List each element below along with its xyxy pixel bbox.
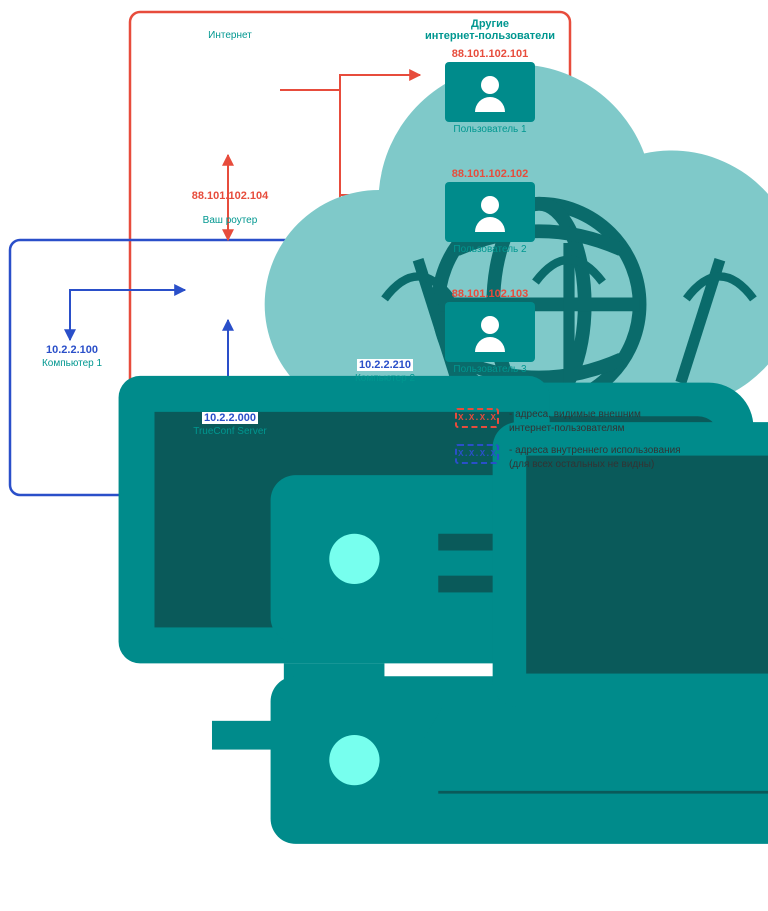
- pc1-node: 10.2.2.100 Компьютер 1: [22, 340, 122, 369]
- pc1-label: Компьютер 1: [22, 358, 122, 369]
- legend-blue-swatch: X.X.X.X: [455, 444, 499, 464]
- legend: X.X.X.X - адреса, видимые внешним интерн…: [455, 408, 755, 480]
- router-ip: 88.101.102.104: [175, 190, 285, 202]
- user-3-label: Пользователь 3: [430, 364, 550, 375]
- user-2-ip: 88.101.102.102: [430, 168, 550, 180]
- user-icon: [465, 187, 515, 237]
- router-label: Ваш роутер: [185, 215, 275, 226]
- user-3-ip: 88.101.102.103: [430, 288, 550, 300]
- pc2-ip: 10.2.2.210: [357, 359, 413, 371]
- users-title-2: интернет-пользователи: [420, 30, 560, 42]
- router-node: Ваш роутер: [185, 215, 275, 226]
- legend-red-text-1: - адреса, видимые внешним: [509, 408, 641, 422]
- user-1-label: Пользователь 1: [430, 124, 550, 135]
- legend-red-text-2: интернет-пользователям: [509, 422, 641, 436]
- internet-node: Интернет: [155, 30, 305, 41]
- legend-blue-text-1: - адреса внутреннего использования: [509, 444, 681, 458]
- server-label: TrueConf Server: [180, 426, 280, 437]
- server-node: 10.2.2.000 TrueConf Server: [180, 408, 280, 437]
- server-ip: 10.2.2.000: [202, 412, 258, 424]
- user-icon: [465, 307, 515, 357]
- users-title-1: Другие: [420, 18, 560, 30]
- user-2-label: Пользователь 2: [430, 244, 550, 255]
- pc1-ip: 10.2.2.100: [44, 344, 100, 356]
- legend-blue-text-2: (для всех остальных не видны): [509, 458, 681, 472]
- user-3: 88.101.102.103 Пользователь 3: [430, 288, 550, 375]
- legend-red-swatch: X.X.X.X: [455, 408, 499, 428]
- server-icon: [180, 408, 768, 911]
- user-2: 88.101.102.102 Пользователь 2: [430, 168, 550, 255]
- user-icon: [465, 67, 515, 117]
- pc2-label: Компьютер 2: [335, 373, 435, 384]
- internet-label: Интернет: [155, 30, 305, 41]
- pc2-node: 10.2.2.210 Компьютер 2: [335, 355, 435, 384]
- user-1-ip: 88.101.102.101: [430, 48, 550, 60]
- user-1: 88.101.102.101 Пользователь 1: [430, 48, 550, 135]
